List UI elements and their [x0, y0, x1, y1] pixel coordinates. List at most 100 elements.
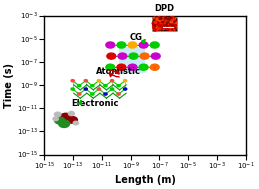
Circle shape [155, 25, 158, 27]
Circle shape [168, 24, 169, 25]
Circle shape [170, 25, 171, 26]
Circle shape [169, 27, 171, 28]
Circle shape [170, 17, 171, 18]
Circle shape [175, 21, 176, 22]
Circle shape [153, 25, 156, 27]
Circle shape [157, 24, 160, 26]
Circle shape [153, 22, 155, 23]
FancyBboxPatch shape [119, 47, 145, 74]
Circle shape [53, 117, 58, 121]
Circle shape [159, 22, 160, 23]
Circle shape [170, 23, 171, 24]
Circle shape [167, 18, 169, 19]
Circle shape [162, 17, 165, 19]
Circle shape [160, 22, 161, 23]
Circle shape [97, 88, 100, 90]
Circle shape [160, 23, 163, 25]
Circle shape [168, 25, 171, 27]
Circle shape [164, 22, 166, 23]
Circle shape [156, 21, 157, 22]
Circle shape [172, 25, 173, 26]
Circle shape [157, 29, 160, 30]
Circle shape [163, 23, 164, 24]
Circle shape [172, 22, 175, 24]
Circle shape [160, 20, 163, 22]
Circle shape [174, 21, 177, 23]
Circle shape [170, 20, 171, 21]
Circle shape [124, 80, 127, 82]
Circle shape [68, 117, 77, 123]
Circle shape [171, 25, 172, 26]
Circle shape [158, 20, 161, 22]
Circle shape [167, 22, 168, 23]
Circle shape [171, 17, 173, 18]
Circle shape [155, 21, 158, 23]
Circle shape [161, 18, 163, 19]
Circle shape [170, 22, 172, 24]
Circle shape [167, 22, 169, 23]
Circle shape [168, 28, 170, 29]
Circle shape [160, 19, 163, 22]
Circle shape [171, 19, 172, 20]
Circle shape [84, 88, 87, 90]
Circle shape [59, 120, 70, 127]
Circle shape [71, 88, 74, 90]
Circle shape [166, 20, 168, 21]
Circle shape [171, 20, 172, 21]
Circle shape [154, 17, 156, 18]
Circle shape [140, 53, 149, 59]
Circle shape [163, 23, 166, 25]
Text: Electronic: Electronic [71, 99, 119, 108]
Circle shape [163, 27, 164, 28]
Circle shape [158, 28, 160, 29]
Circle shape [163, 26, 165, 27]
Circle shape [156, 23, 157, 24]
Circle shape [164, 19, 167, 21]
Circle shape [165, 18, 167, 19]
Circle shape [171, 26, 174, 28]
Circle shape [156, 19, 159, 20]
Circle shape [156, 22, 159, 24]
Circle shape [164, 27, 168, 29]
Circle shape [174, 25, 176, 26]
Circle shape [174, 24, 175, 25]
Circle shape [159, 19, 161, 20]
Circle shape [155, 25, 157, 27]
Circle shape [159, 18, 162, 20]
Circle shape [155, 23, 157, 24]
Circle shape [164, 18, 165, 19]
Circle shape [174, 23, 176, 26]
Circle shape [161, 21, 163, 22]
Circle shape [174, 26, 176, 28]
Circle shape [173, 26, 174, 27]
Text: Atomistic: Atomistic [96, 67, 141, 76]
Circle shape [163, 28, 164, 29]
Circle shape [110, 88, 114, 90]
Circle shape [155, 29, 157, 30]
Circle shape [170, 20, 172, 21]
Circle shape [161, 25, 162, 26]
Circle shape [159, 17, 161, 18]
Circle shape [165, 18, 167, 19]
Circle shape [166, 27, 168, 29]
Circle shape [160, 19, 162, 20]
Circle shape [173, 20, 175, 21]
Circle shape [170, 21, 172, 23]
Circle shape [158, 20, 159, 21]
Circle shape [163, 19, 165, 21]
Circle shape [153, 24, 156, 25]
Circle shape [159, 25, 162, 27]
Circle shape [170, 22, 172, 24]
Circle shape [162, 26, 164, 27]
Circle shape [169, 17, 172, 19]
Circle shape [172, 24, 174, 25]
Circle shape [154, 22, 157, 24]
Circle shape [157, 25, 160, 27]
Circle shape [160, 26, 161, 28]
Circle shape [117, 64, 126, 70]
Circle shape [107, 53, 116, 59]
Circle shape [171, 18, 172, 19]
Circle shape [157, 17, 160, 19]
Circle shape [163, 19, 165, 20]
Circle shape [158, 28, 160, 29]
